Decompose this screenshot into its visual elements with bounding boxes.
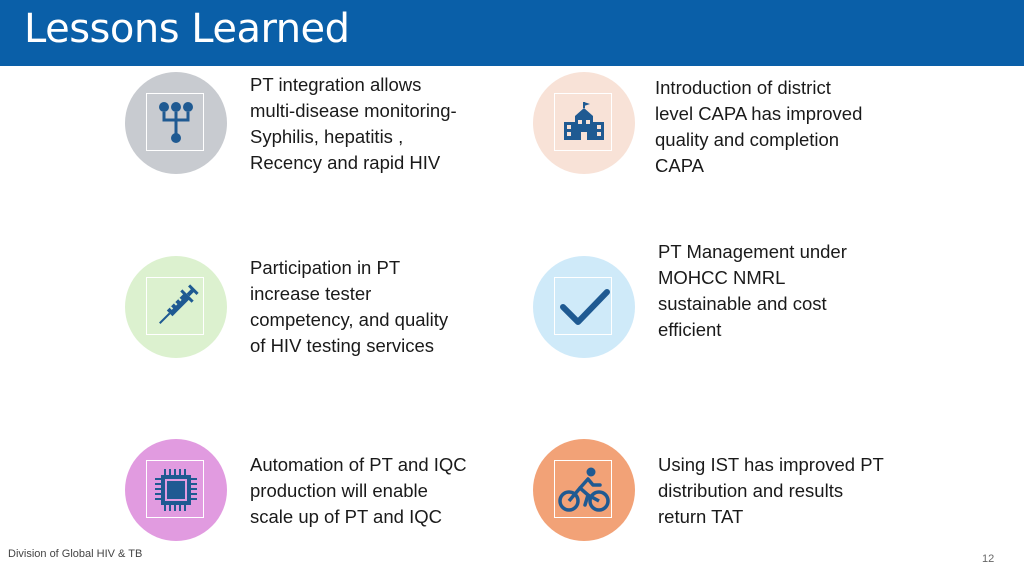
processor-chip-icon (155, 469, 197, 511)
item-1-icon-frame (146, 93, 204, 151)
title-bar: Lessons Learned (0, 0, 1024, 66)
slide-title: Lessons Learned (24, 6, 350, 52)
page-number: 12 (982, 553, 995, 565)
item-4-circle (533, 256, 635, 358)
cyclist-icon (558, 467, 610, 512)
item-1-circle (125, 72, 227, 174)
school-building-icon (564, 102, 604, 140)
item-5-icon-frame (146, 460, 204, 518)
item-2-circle (533, 72, 635, 174)
item-6-icon-frame (554, 460, 612, 518)
hierarchy-icon (159, 102, 193, 143)
item-5-circle (125, 439, 227, 541)
item-3-circle (125, 256, 227, 358)
syringe-icon (159, 284, 199, 324)
item-3-icon-frame (146, 277, 204, 335)
item-6-text: Using IST has improved PT distribution a… (658, 454, 884, 527)
item-3-text: Participation in PT increase tester comp… (250, 257, 449, 356)
item-4-icon-frame (554, 277, 612, 335)
item-2-text: Introduction of district level CAPA has … (655, 77, 863, 176)
item-6-circle (533, 439, 635, 541)
item-5-text: Automation of PT and IQC production will… (250, 454, 467, 527)
item-2-icon-frame (554, 93, 612, 151)
item-4-text: PT Management under MOHCC NMRL sustainab… (658, 241, 847, 340)
footer-text: Division of Global HIV & TB (8, 548, 143, 560)
checkmark-icon (560, 289, 610, 325)
item-1-text: PT integration allows multi-disease moni… (250, 74, 457, 173)
